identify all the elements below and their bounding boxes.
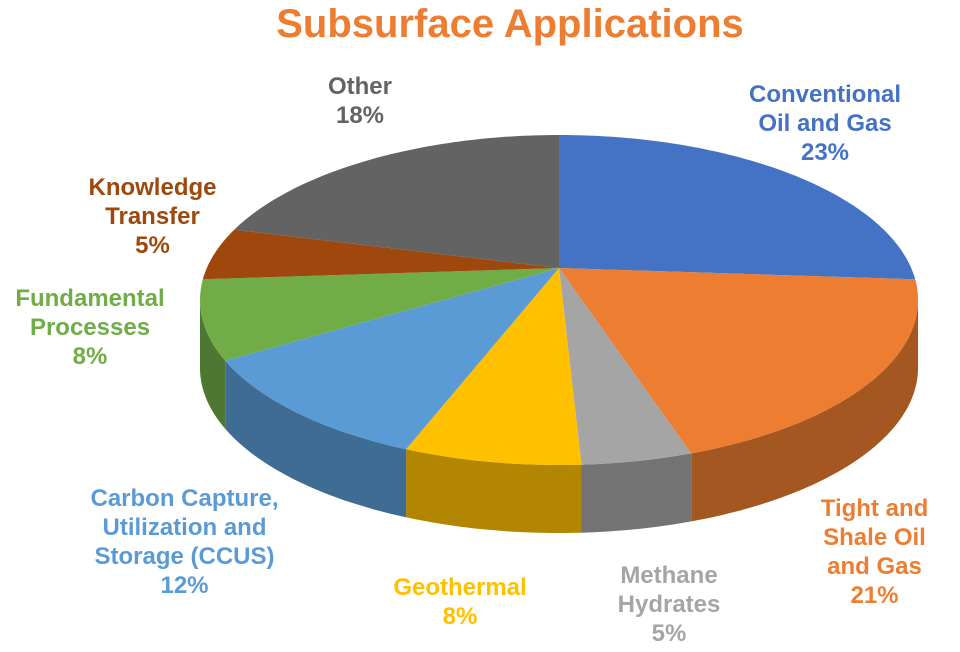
slice-label: Geothermal 8%	[370, 573, 550, 631]
slice-side-shade	[200, 300, 226, 429]
category-name: Fundamental Processes	[15, 285, 165, 341]
slice-side-shade	[691, 300, 918, 522]
category-name: Other	[327, 73, 392, 100]
slice-label: Carbon Capture, Utilization and Storage …	[72, 484, 297, 600]
slice-side	[200, 300, 226, 429]
slice	[559, 135, 916, 280]
slice	[559, 268, 692, 465]
slice	[225, 268, 559, 450]
category-name: Conventional Oil and Gas	[748, 81, 901, 137]
value-label: 5%	[135, 232, 170, 259]
slice-label: Methane Hydrates 5%	[604, 561, 734, 648]
slice-side	[581, 453, 692, 533]
value-label: 21%	[850, 582, 899, 609]
slice	[202, 229, 560, 280]
slice-label: Knowledge Transfer 5%	[70, 173, 235, 260]
value-label: 8%	[442, 603, 478, 630]
slice-side-shade	[225, 360, 407, 518]
slice-side	[406, 449, 582, 533]
slice-label: Other 18%	[300, 72, 420, 130]
slice-label: Tight and Shale Oil and Gas 21%	[812, 494, 937, 610]
slice-side-shade	[406, 449, 582, 533]
value-label: 23%	[800, 139, 850, 166]
slice-label: Fundamental Processes 8%	[0, 284, 180, 371]
category-name: Knowledge Transfer	[88, 174, 217, 230]
slice	[406, 268, 582, 465]
slice-label: Conventional Oil and Gas 23%	[735, 80, 915, 167]
slice	[559, 268, 918, 454]
value-label: 5%	[651, 620, 687, 647]
slice	[234, 135, 559, 268]
slice-side	[691, 300, 918, 522]
slice-side-shade	[581, 453, 692, 533]
category-name: Methane Hydrates	[617, 562, 721, 618]
value-label: 12%	[160, 572, 209, 599]
chart-title: Subsurface Applications	[276, 2, 744, 46]
slice	[200, 268, 559, 361]
value-label: 8%	[72, 343, 108, 370]
category-name: Tight and Shale Oil and Gas	[820, 495, 929, 580]
slice-side	[225, 360, 407, 518]
category-name: Geothermal	[393, 574, 527, 601]
category-name: Carbon Capture, Utilization and Storage …	[90, 485, 279, 570]
value-label: 18%	[335, 102, 385, 129]
